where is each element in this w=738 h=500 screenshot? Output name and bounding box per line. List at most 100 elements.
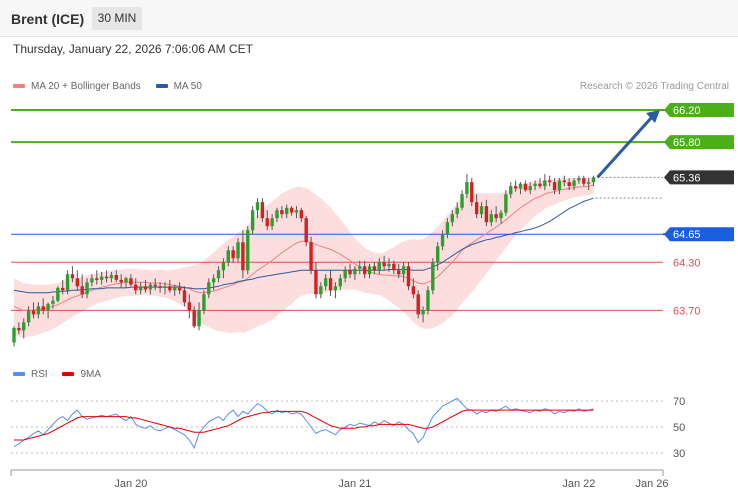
candle-body (591, 177, 596, 183)
x-tick-label: Jan 21 (338, 478, 371, 490)
candle-body (95, 278, 99, 280)
candle-body (56, 287, 60, 301)
candle-body (85, 282, 89, 295)
ma9-legend-label: 9MA (80, 369, 102, 380)
rsi-legend-label: RSI (31, 369, 48, 380)
candle-body (387, 263, 391, 267)
candle-body (392, 263, 396, 271)
candle-body (494, 214, 498, 219)
candle-body (65, 274, 70, 291)
candle-body (158, 286, 162, 288)
timeframe-badge[interactable]: 30 MIN (92, 7, 142, 30)
forecast-arrow-shaft (596, 116, 654, 179)
candle-body (265, 218, 269, 227)
candle-body (197, 310, 201, 327)
candle-body (411, 286, 416, 295)
candle-body (119, 279, 123, 283)
candle-body (207, 282, 211, 295)
candle-body (99, 276, 104, 280)
candle-body (163, 286, 167, 288)
candle-body (377, 262, 381, 271)
candle-body (353, 268, 357, 275)
instrument-title: Brent (ICE) (11, 11, 85, 27)
candle-body (562, 180, 567, 183)
candle-body (246, 230, 250, 271)
candle-body (129, 278, 133, 285)
level-tag (664, 227, 734, 242)
rsi-tick-label: 50 (673, 422, 685, 434)
ma20-legend-label: MA 20 + Bollinger Bands (31, 81, 141, 92)
candle-body (255, 202, 260, 211)
level-label: 65.36 (673, 172, 701, 184)
candle-body (12, 327, 16, 343)
candle-body (513, 186, 518, 189)
candle-body (309, 242, 313, 271)
candle-body (474, 202, 479, 215)
candle-body (397, 270, 401, 275)
rsi-ma9-line (14, 409, 594, 441)
level-label: 64.65 (673, 229, 701, 241)
candle-body (275, 210, 279, 219)
candle-body (17, 327, 21, 331)
candle-body (168, 286, 172, 291)
candle-body (177, 287, 182, 291)
candle-body (241, 242, 245, 271)
candle-body (382, 262, 386, 267)
candle-body (31, 310, 36, 315)
ma20-swatch (13, 84, 25, 89)
candle-body (577, 178, 581, 181)
candle-body (192, 310, 196, 327)
main-legend: MA 20 + Bollinger Bands MA 50 (13, 81, 202, 92)
candle-body (70, 274, 75, 279)
level-label: 64.30 (673, 257, 701, 269)
candle-body (41, 306, 45, 311)
candle-body (314, 270, 318, 295)
candle-body (236, 242, 240, 259)
candle-body (143, 286, 148, 290)
candle-body (348, 270, 352, 275)
candle-body (445, 222, 450, 235)
chart-header: Brent (ICE) 30 MIN (0, 0, 738, 37)
candle-body (333, 286, 338, 291)
candle-body (75, 278, 80, 287)
candle-body (323, 278, 328, 287)
level-tag (664, 103, 734, 118)
ma20-line (13, 184, 594, 311)
candle-body (552, 182, 557, 191)
candle-body (61, 287, 65, 291)
candle-body (182, 290, 187, 303)
candle-body (582, 178, 586, 184)
candle-body (362, 266, 367, 275)
candle-body (465, 182, 469, 195)
candle-body (401, 266, 406, 275)
ma9-swatch (62, 372, 75, 377)
candle-body (138, 286, 143, 291)
ma50-swatch (155, 84, 168, 89)
candle-body (285, 207, 289, 215)
candle-body (509, 186, 513, 195)
candle-body (538, 183, 542, 187)
candle-body (548, 180, 552, 183)
candle-body (543, 180, 547, 187)
candle-body (372, 266, 377, 271)
candle-body (148, 284, 153, 290)
candle-body (114, 275, 118, 280)
candle-body (260, 202, 265, 219)
candle-body (216, 270, 221, 279)
candle-body (231, 250, 235, 259)
x-tick-label: Jan 26 (635, 478, 668, 490)
rsi-tick-label: 30 (673, 448, 685, 460)
x-tick-label: Jan 22 (562, 478, 595, 490)
candle-body (328, 278, 333, 291)
candle-body (294, 210, 299, 213)
candle-body (450, 214, 454, 223)
candle-body (455, 207, 459, 215)
x-tick-label: Jan 20 (114, 478, 147, 490)
candle-body (586, 182, 591, 184)
candle-body (367, 266, 372, 275)
candle-body (489, 214, 493, 223)
candle-body (343, 270, 347, 279)
level-label: 66.20 (673, 105, 701, 117)
candle-body (523, 183, 528, 191)
